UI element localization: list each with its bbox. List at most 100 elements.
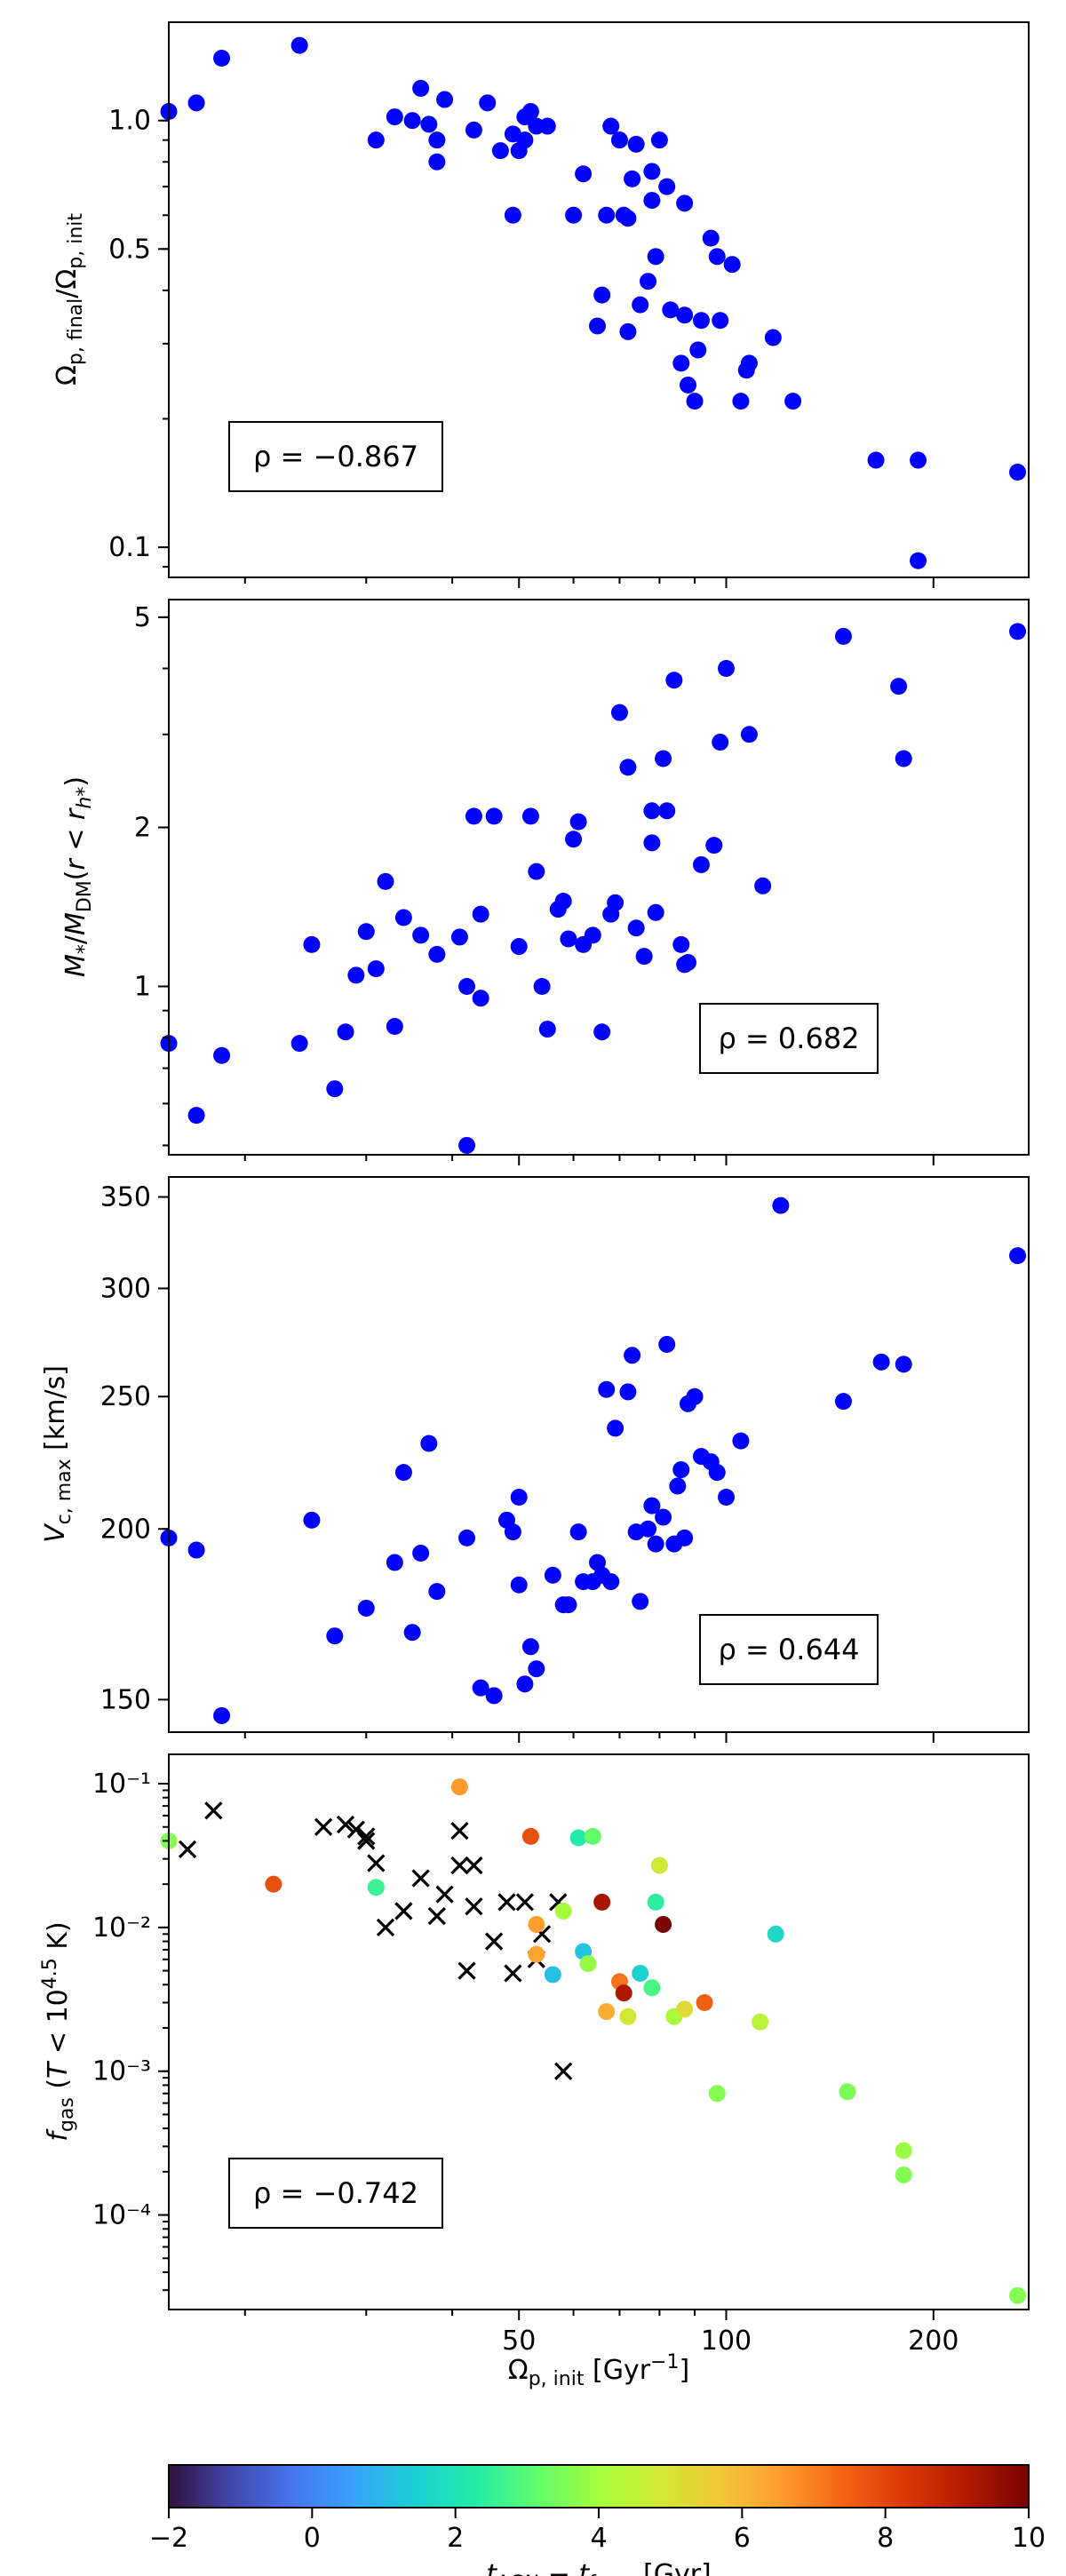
colorbar-tick-label: 0: [304, 2523, 321, 2554]
correlation-label: ρ = 0.644: [718, 1633, 859, 1666]
data-point: [187, 1107, 205, 1125]
data-point: [655, 750, 672, 767]
colorbar-tick-label: 4: [590, 2523, 607, 2554]
fgas-y-label: fgas (T < 104.5 K): [39, 1921, 78, 2141]
data-point: [485, 1687, 503, 1705]
data-point: [686, 393, 704, 410]
data-point: [676, 306, 694, 324]
data-point: [521, 103, 539, 121]
y-tick-label: 10⁻¹: [92, 1769, 151, 1800]
data-point: [890, 678, 908, 696]
data-point: [521, 1638, 539, 1656]
data-point: [584, 926, 601, 944]
data-point: [458, 977, 476, 995]
data-point: [754, 877, 772, 894]
data-point: [428, 153, 446, 171]
data-point: [655, 1915, 672, 1933]
data-point: [679, 376, 696, 394]
data-point: [705, 837, 723, 855]
y-tick-label: 0.5: [108, 234, 151, 265]
data-point: [593, 1023, 611, 1041]
data-point: [647, 1535, 664, 1553]
data-point: [619, 322, 637, 340]
fgas-panel: 10⁻⁴ 10⁻³ 10⁻² 10⁻¹ 50 100 200 fgas (T < 104.…: [39, 1753, 1030, 2390]
data-point: [712, 734, 729, 751]
data-point: [213, 1046, 231, 1064]
data-point: [672, 1461, 690, 1479]
data-point: [655, 1508, 672, 1526]
data-point: [213, 50, 231, 68]
y-tick-label: 10⁻³: [92, 2056, 151, 2087]
data-point: [658, 1335, 676, 1353]
y-tick-label: 1.0: [108, 106, 151, 137]
cross-marker: [485, 1932, 504, 1951]
correlation-box: ρ = −0.867: [228, 421, 443, 492]
panel-frame: [168, 1176, 1030, 1733]
x-axis-label: Ωp, init [Gyr−1]: [508, 2351, 689, 2390]
cross-marker: [314, 1817, 333, 1836]
data-point: [1009, 1247, 1027, 1265]
data-point: [367, 1879, 385, 1896]
data-point: [672, 354, 690, 372]
x-tick-label: 200: [908, 2326, 959, 2357]
data-point: [867, 451, 885, 469]
data-point: [624, 1347, 641, 1364]
colorbar-tick-label: 6: [734, 2523, 751, 2554]
cross-marker: [450, 1856, 469, 1875]
data-point: [394, 909, 412, 926]
cross-marker: [465, 1856, 483, 1875]
y-tick-label: 5: [134, 602, 151, 633]
y-tick-label: 150: [100, 1684, 151, 1715]
data-point: [686, 1387, 704, 1405]
data-point: [723, 256, 741, 274]
data-point: [658, 802, 676, 820]
vcmax-panel: 150 200 250 300 350 Vc, max [km/s] ρ = 0.644: [40, 1176, 1030, 1743]
data-point: [420, 1435, 438, 1452]
data-point: [619, 1383, 637, 1401]
mass-ratio-y-label: M*/MDM(r < rh*): [60, 776, 96, 977]
data-point: [895, 1356, 912, 1373]
mass-ratio-y-axis: 1 2 5: [134, 602, 169, 1147]
data-point: [784, 393, 802, 410]
correlation-box: ρ = 0.682: [699, 1003, 879, 1074]
colorbar-gradient: [169, 2465, 1029, 2508]
vcmax-y-axis: 150 200 250 300 350: [100, 1182, 169, 1715]
data-point: [303, 1511, 321, 1529]
fgas-y-axis: 10⁻⁴ 10⁻³ 10⁻² 10⁻¹: [92, 1769, 169, 2292]
data-point: [544, 1966, 561, 1984]
y-tick-label: 300: [100, 1273, 151, 1304]
y-tick-label: 10⁻⁴: [92, 2200, 151, 2231]
data-point: [589, 1554, 607, 1571]
y-tick-label: 2: [134, 812, 151, 843]
data-point: [569, 813, 587, 831]
data-point: [598, 1380, 616, 1398]
panel-frame: [168, 21, 1030, 578]
data-point: [504, 1523, 521, 1541]
data-point: [834, 1393, 852, 1411]
data-point: [910, 552, 927, 569]
data-point: [510, 1576, 528, 1594]
data-point: [679, 954, 696, 972]
y-tick-label: 200: [100, 1514, 151, 1545]
data-point: [764, 329, 782, 346]
data-point: [303, 935, 321, 953]
data-point: [544, 1566, 561, 1584]
fgas-scatter: [160, 1778, 1027, 2304]
data-point: [692, 855, 710, 873]
data-point: [619, 210, 637, 227]
data-point: [593, 1893, 611, 1911]
y-tick-label: 350: [100, 1182, 151, 1213]
data-point: [640, 273, 657, 290]
data-point: [412, 926, 430, 944]
data-point: [643, 1979, 661, 1997]
cross-marker: [457, 1961, 476, 1980]
data-point: [521, 1827, 539, 1845]
data-point: [450, 928, 468, 946]
data-point: [732, 393, 750, 410]
data-point: [593, 286, 611, 304]
omega-ratio-scatter: [160, 36, 1027, 569]
cross-marker: [554, 2062, 573, 2080]
data-point: [377, 872, 394, 890]
cross-marker: [465, 1897, 483, 1916]
